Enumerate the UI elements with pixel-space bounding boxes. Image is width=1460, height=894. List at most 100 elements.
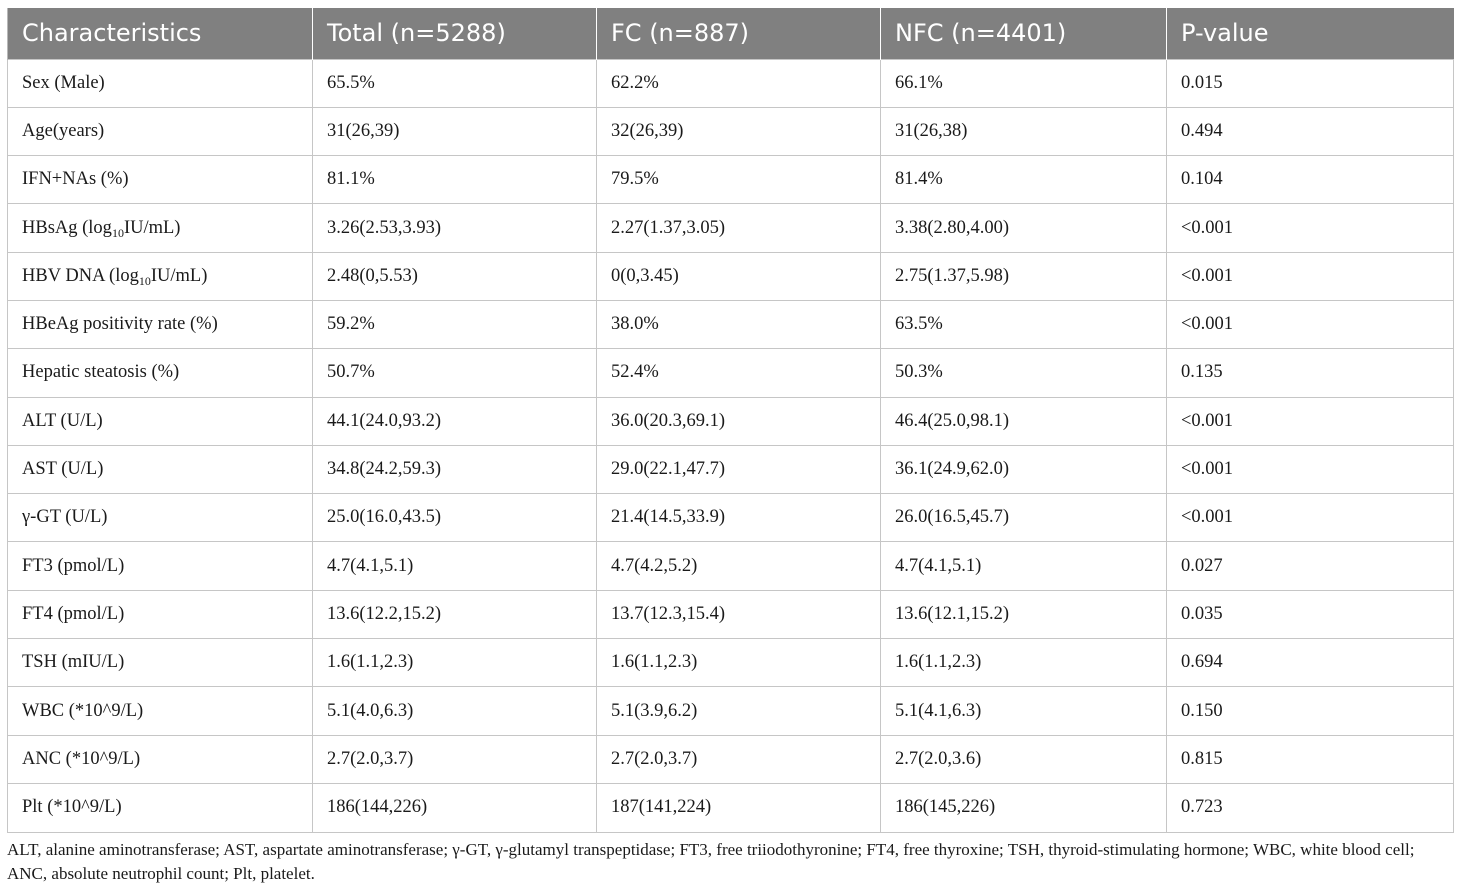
table-footnote: ALT, alanine aminotransferase; AST, aspa… [7,840,1415,883]
row-label: Plt (*10^9/L) [7,782,313,833]
cell-fc: 21.4(14.5,33.9) [596,493,881,543]
table-row: HBsAg (log10IU/mL) 3.26(2.53,3.93) 2.27(1.… [7,203,1454,253]
row-label-text: HBV DNA (log [22,265,139,286]
row-label-text: FT3 (pmol/L) [22,555,125,576]
row-label-text: Plt (*10^9/L) [22,797,122,818]
table-row: Hepatic steatosis (%) 50.7% 52.4% 50.3% 0.13… [7,348,1454,398]
characteristics-table-container: Characteristics Total (n=5288) FC (n=887… [7,8,1454,833]
row-label: Age(years) [7,106,313,157]
row-label: IFN+NAs (%) [7,155,313,205]
header-total: Total (n=5288) [312,8,597,59]
row-label-text: AST (U/L) [22,459,104,480]
table-row: FT4 (pmol/L) 13.6(12.2,15.2) 13.7(12.3,15.… [7,589,1454,640]
row-label: ALT (U/L) [7,396,313,446]
row-label: HBsAg (log10IU/mL) [7,203,313,253]
cell-p-value: 0.104 [1166,155,1454,205]
row-label: AST (U/L) [7,444,313,495]
table-body: Sex (Male) 65.5% 62.2% 66.1% 0.015 Age(years)… [7,58,1454,833]
row-label-text: IFN+NAs (%) [22,169,129,190]
cell-p-value: <0.001 [1166,251,1454,301]
cell-p-value: 0.027 [1166,541,1454,591]
table-header: Characteristics Total (n=5288) FC (n=887… [7,8,1454,59]
cell-p-value: 0.815 [1166,734,1454,784]
cell-nfc: 46.4(25.0,98.1) [880,396,1167,446]
cell-p-value: <0.001 [1166,493,1454,543]
cell-nfc: 2.75(1.37,5.98) [880,251,1167,301]
table-row: WBC (*10^9/L) 5.1(4.0,6.3) 5.1(3.9,6.2) 5.1… [7,686,1454,736]
cell-fc: 1.6(1.1,2.3) [596,638,881,688]
row-label-text: TSH (mIU/L) [22,652,125,673]
row-label-subscript: 10 [138,273,151,288]
row-label-text: HBsAg (log [22,217,112,238]
header-fc: FC (n=887) [596,8,881,59]
cell-p-value: <0.001 [1166,444,1454,495]
cell-fc: 0(0,3.45) [596,251,881,301]
cell-fc: 62.2% [596,58,881,108]
cell-total: 2.7(2.0,3.7) [312,734,597,784]
row-label: TSH (mIU/L) [7,638,313,688]
cell-nfc: 50.3% [880,348,1167,398]
cell-nfc: 36.1(24.9,62.0) [880,444,1167,495]
cell-fc: 36.0(20.3,69.1) [596,396,881,446]
cell-nfc: 1.6(1.1,2.3) [880,638,1167,688]
cell-fc: 79.5% [596,155,881,205]
cell-fc: 5.1(3.9,6.2) [596,686,881,736]
header-characteristics: Characteristics [7,8,313,59]
cell-fc: 32(26,39) [596,106,881,157]
cell-p-value: <0.001 [1166,396,1454,446]
cell-fc: 4.7(4.2,5.2) [596,541,881,591]
table-row: γ-GT (U/L) 25.0(16.0,43.5) 21.4(14.5,33.9)… [7,493,1454,543]
cell-total: 4.7(4.1,5.1) [312,541,597,591]
characteristics-table: Characteristics Total (n=5288) FC (n=887… [7,8,1454,833]
cell-total: 3.26(2.53,3.93) [312,203,597,253]
table-row: Plt (*10^9/L) 186(144,226) 187(141,224) 186… [7,782,1454,833]
cell-fc: 2.7(2.0,3.7) [596,734,881,784]
header-row: Characteristics Total (n=5288) FC (n=887… [7,8,1454,59]
row-label-text: Sex (Male) [22,72,105,93]
row-label-subscript: 10 [111,225,124,240]
table-row: IFN+NAs (%) 81.1% 79.5% 81.4% 0.104 [7,155,1454,205]
cell-nfc: 5.1(4.1,6.3) [880,686,1167,736]
row-label: γ-GT (U/L) [7,493,313,543]
row-label-text: WBC (*10^9/L) [22,700,144,721]
row-label: Hepatic steatosis (%) [7,348,313,398]
table-row: HBV DNA (log10IU/mL) 2.48(0,5.53) 0(0,3.45… [7,251,1454,301]
cell-p-value: <0.001 [1166,299,1454,350]
cell-total: 81.1% [312,155,597,205]
cell-total: 31(26,39) [312,106,597,157]
row-label: HBeAg positivity rate (%) [7,299,313,350]
cell-p-value: 0.150 [1166,686,1454,736]
cell-fc: 29.0(22.1,47.7) [596,444,881,495]
table-row: AST (U/L) 34.8(24.2,59.3) 29.0(22.1,47.7) 3… [7,444,1454,495]
header-nfc: NFC (n=4401) [880,8,1167,59]
row-label-text: Hepatic steatosis (%) [22,362,180,383]
row-label: HBV DNA (log10IU/mL) [7,251,313,301]
cell-fc: 38.0% [596,299,881,350]
cell-nfc: 3.38(2.80,4.00) [880,203,1167,253]
cell-total: 50.7% [312,348,597,398]
table-row: ANC (*10^9/L) 2.7(2.0,3.7) 2.7(2.0,3.7) 2.7… [7,734,1454,784]
cell-total: 59.2% [312,299,597,350]
row-label: FT3 (pmol/L) [7,541,313,591]
cell-p-value: 0.723 [1166,782,1454,833]
cell-total: 25.0(16.0,43.5) [312,493,597,543]
cell-total: 1.6(1.1,2.3) [312,638,597,688]
table-row: TSH (mIU/L) 1.6(1.1,2.3) 1.6(1.1,2.3) 1.6(1… [7,638,1454,688]
row-label-text: ALT (U/L) [22,410,103,431]
row-label-text: HBeAg positivity rate (%) [22,314,218,335]
cell-nfc: 186(145,226) [880,782,1167,833]
table-row: Age(years) 31(26,39) 32(26,39) 31(26,38) 0.4… [7,106,1454,157]
row-label-rest: IU/mL) [150,265,208,286]
cell-nfc: 13.6(12.1,15.2) [880,589,1167,640]
cell-fc: 52.4% [596,348,881,398]
cell-total: 13.6(12.2,15.2) [312,589,597,640]
cell-fc: 187(141,224) [596,782,881,833]
cell-p-value: 0.015 [1166,58,1454,108]
cell-fc: 13.7(12.3,15.4) [596,589,881,640]
row-label-rest: IU/mL) [123,217,181,238]
cell-total: 5.1(4.0,6.3) [312,686,597,736]
row-label: ANC (*10^9/L) [7,734,313,784]
row-label: FT4 (pmol/L) [7,589,313,640]
row-label-text: γ-GT (U/L) [22,507,108,528]
cell-nfc: 26.0(16.5,45.7) [880,493,1167,543]
